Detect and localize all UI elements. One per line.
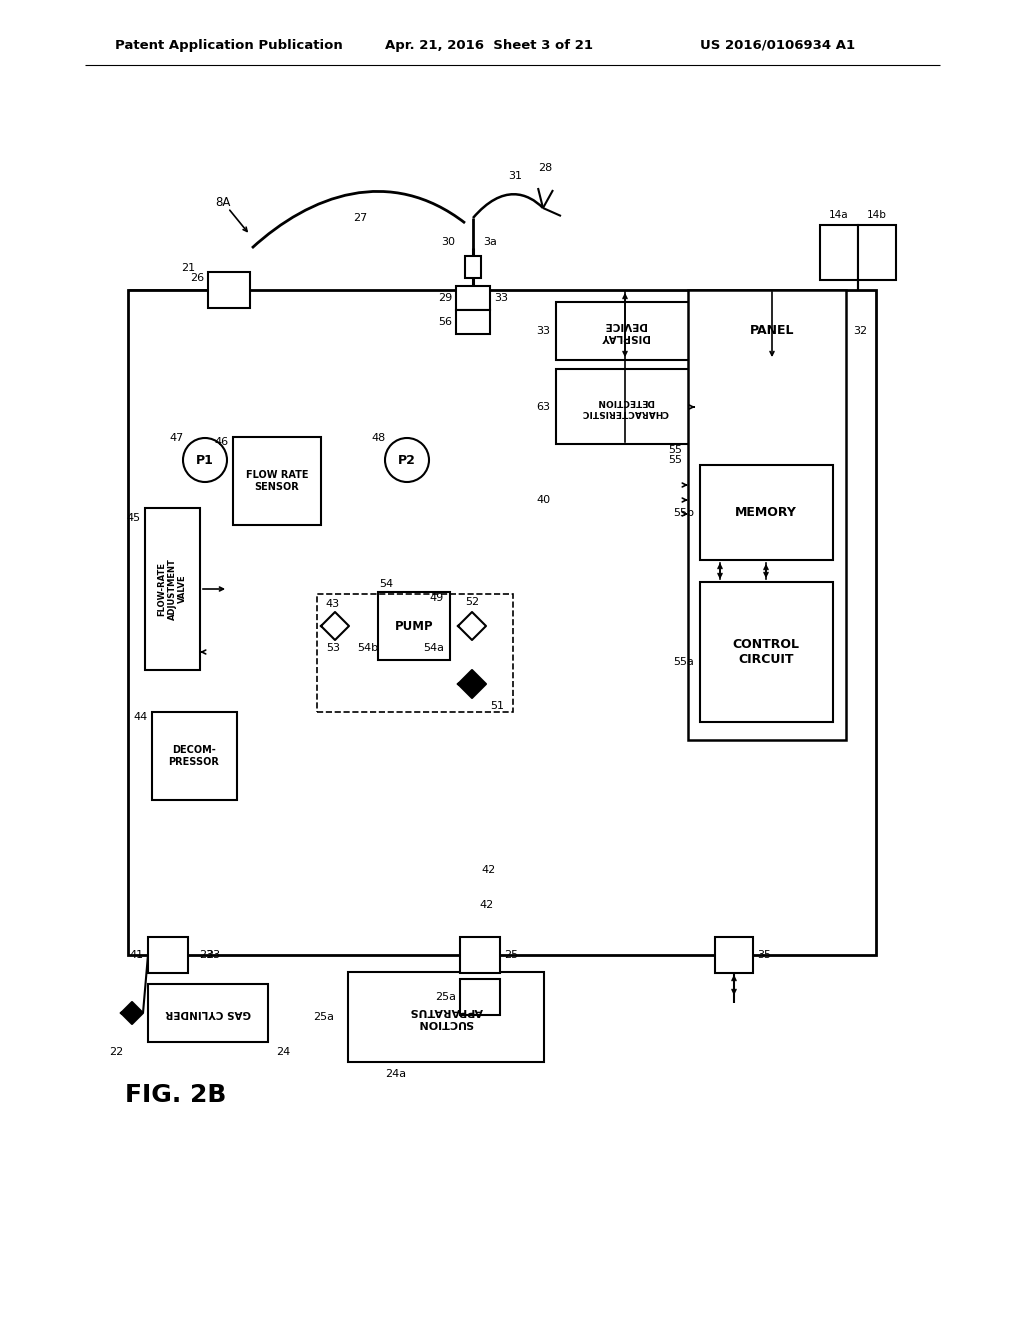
Bar xyxy=(145,508,200,671)
Text: 55: 55 xyxy=(668,455,682,465)
Text: P1: P1 xyxy=(196,454,214,466)
Text: P2: P2 xyxy=(398,454,416,466)
Polygon shape xyxy=(121,1002,143,1024)
Bar xyxy=(858,224,896,280)
Text: 43: 43 xyxy=(326,599,340,609)
Text: 24: 24 xyxy=(276,1047,290,1057)
Text: SUCTION
APPARATUS: SUCTION APPARATUS xyxy=(410,1006,482,1028)
Text: 21: 21 xyxy=(181,263,195,273)
Text: 51: 51 xyxy=(490,701,504,711)
Text: 33: 33 xyxy=(494,293,508,304)
Text: CHARACTERISTIC
DETECTION: CHARACTERISTIC DETECTION xyxy=(582,397,669,417)
Polygon shape xyxy=(458,671,486,698)
Text: PUMP: PUMP xyxy=(394,619,433,632)
Text: 55b: 55b xyxy=(673,508,694,517)
Text: 25a: 25a xyxy=(435,993,456,1002)
Text: 49: 49 xyxy=(430,593,444,603)
Bar xyxy=(715,937,753,973)
Text: 22: 22 xyxy=(109,1047,123,1057)
Text: 55a: 55a xyxy=(673,657,694,667)
Text: 44: 44 xyxy=(134,711,148,722)
Text: FLOW-RATE
ADJUSTMENT
VALVE: FLOW-RATE ADJUSTMENT VALVE xyxy=(157,558,187,620)
Text: 40: 40 xyxy=(537,495,551,506)
Bar xyxy=(317,594,513,711)
Text: 32: 32 xyxy=(853,326,867,337)
Bar xyxy=(556,302,694,360)
Text: 54b: 54b xyxy=(357,643,378,653)
Text: 26: 26 xyxy=(189,273,204,282)
Text: 42: 42 xyxy=(481,865,496,875)
Text: 30: 30 xyxy=(441,238,455,247)
Text: 54: 54 xyxy=(379,579,393,589)
Bar xyxy=(700,582,833,722)
Text: PANEL: PANEL xyxy=(750,325,795,338)
Text: 25: 25 xyxy=(504,950,518,960)
Bar xyxy=(152,711,237,800)
Text: 23: 23 xyxy=(199,950,213,960)
Text: 3a: 3a xyxy=(483,238,497,247)
Text: 41: 41 xyxy=(130,950,144,960)
Bar xyxy=(460,979,500,1015)
Text: 23: 23 xyxy=(206,950,220,960)
Text: 27: 27 xyxy=(353,213,368,223)
Text: DISPLAY
DEVICE: DISPLAY DEVICE xyxy=(601,321,649,342)
Text: 56: 56 xyxy=(438,317,452,327)
Bar xyxy=(456,286,490,310)
Bar xyxy=(820,224,858,280)
Text: GAS CYLINDER: GAS CYLINDER xyxy=(165,1008,251,1018)
Text: 28: 28 xyxy=(538,162,552,173)
Bar xyxy=(233,437,321,525)
Text: 24a: 24a xyxy=(385,1069,407,1078)
Text: 55: 55 xyxy=(668,445,682,455)
Text: CONTROL
CIRCUIT: CONTROL CIRCUIT xyxy=(732,638,800,667)
Text: 54a: 54a xyxy=(423,643,444,653)
Text: 33: 33 xyxy=(536,326,550,337)
Bar xyxy=(700,465,833,560)
Text: Patent Application Publication: Patent Application Publication xyxy=(115,38,343,51)
Bar xyxy=(128,290,876,954)
Text: FIG. 2B: FIG. 2B xyxy=(125,1082,226,1107)
Bar xyxy=(688,290,846,741)
Text: 63: 63 xyxy=(536,403,550,412)
Bar xyxy=(148,983,268,1041)
Text: MEMORY: MEMORY xyxy=(735,507,797,520)
Text: 8A: 8A xyxy=(215,195,230,209)
Text: 25a: 25a xyxy=(313,1012,334,1022)
Bar xyxy=(556,370,694,444)
Text: FLOW RATE
SENSOR: FLOW RATE SENSOR xyxy=(246,470,308,492)
Bar xyxy=(465,256,481,279)
Text: 35: 35 xyxy=(757,950,771,960)
Text: US 2016/0106934 A1: US 2016/0106934 A1 xyxy=(700,38,855,51)
Text: 46: 46 xyxy=(215,437,229,447)
Bar xyxy=(700,302,845,360)
Bar xyxy=(378,591,450,660)
Text: DECOM-
PRESSOR: DECOM- PRESSOR xyxy=(169,746,219,767)
Text: 14a: 14a xyxy=(829,210,849,220)
Text: Apr. 21, 2016  Sheet 3 of 21: Apr. 21, 2016 Sheet 3 of 21 xyxy=(385,38,593,51)
Text: 52: 52 xyxy=(465,597,479,607)
Bar xyxy=(208,272,250,308)
Text: 48: 48 xyxy=(372,433,386,444)
Text: 14b: 14b xyxy=(867,210,887,220)
Bar xyxy=(456,310,490,334)
Text: 53: 53 xyxy=(326,643,340,653)
Text: 29: 29 xyxy=(437,293,452,304)
Text: 45: 45 xyxy=(127,513,141,523)
Bar xyxy=(348,972,544,1063)
Bar xyxy=(460,937,500,973)
Bar xyxy=(148,937,188,973)
Text: 42: 42 xyxy=(479,900,494,909)
Text: 31: 31 xyxy=(508,172,522,181)
Text: 47: 47 xyxy=(170,433,184,444)
